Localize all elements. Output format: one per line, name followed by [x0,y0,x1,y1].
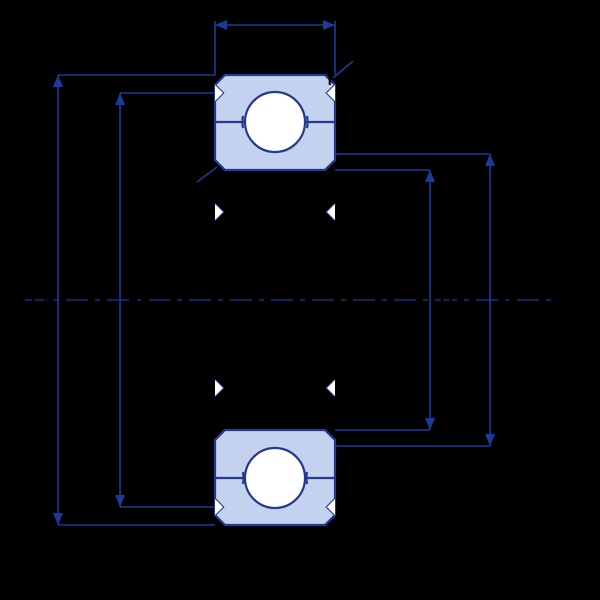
dim-D-label: D [30,287,47,314]
dim-d-label: d [440,287,453,314]
label-B: B [263,0,279,26]
